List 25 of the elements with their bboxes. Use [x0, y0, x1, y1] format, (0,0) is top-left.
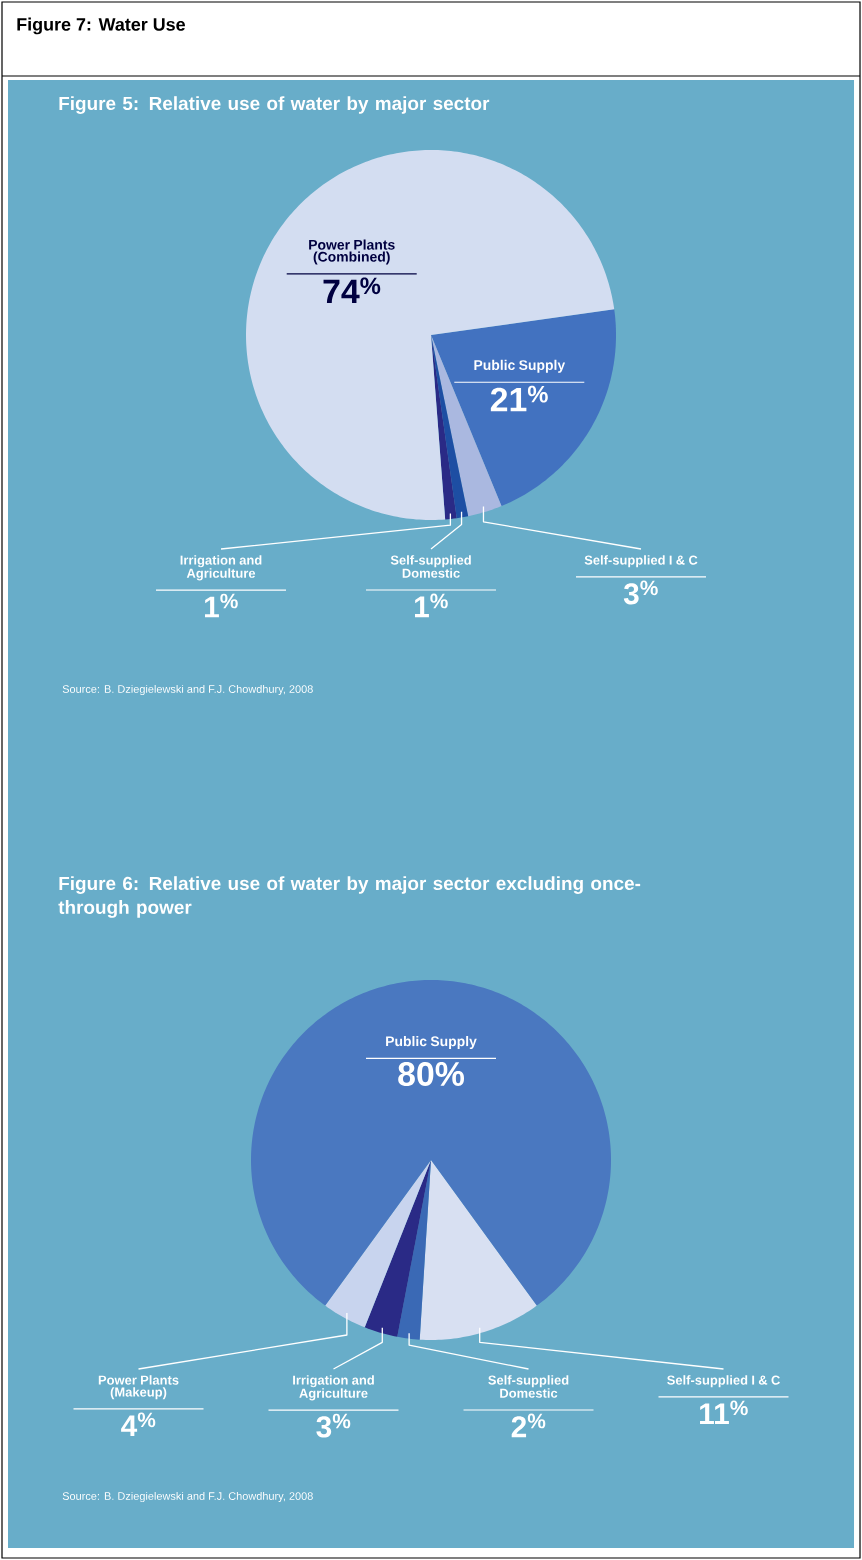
data-label: 11$^{%}$	[700, 1400, 748, 1425]
data-label: 74$^{%}$	[323, 277, 381, 303]
source-note: Source: B. Dziegielewski and F.J. Chowdhury, 2008	[62, 684, 313, 696]
slice-label: Power Plants (Combined)	[309, 239, 395, 265]
slice-label: Irrigation and Agriculture	[293, 1375, 374, 1401]
slice-label: Self-supplied I & C	[584, 555, 698, 568]
data-label: 3$^{%}$	[623, 580, 658, 605]
data-label: 3$^{%}$	[316, 1413, 351, 1438]
slice-label: Power Plants (Makeup)	[98, 1375, 179, 1400]
slice-label: Self-supplied I & C	[667, 1375, 780, 1388]
slice-label: Public Supply	[386, 1035, 477, 1049]
chart-title: Figure 6: Relative use of water by major sector excluding once-through power	[58, 876, 641, 918]
data-label: 1$^{%}$	[205, 593, 238, 618]
caption: Figure 7: Water Use	[17, 17, 185, 35]
data-label: 80%	[398, 1062, 465, 1087]
slice-label: Self-supplied Domestic	[488, 1375, 569, 1398]
slice-label: Public Supply	[474, 359, 566, 373]
slice-label: Self-supplied Domestic	[390, 555, 471, 578]
slice-label: Irrigation and Agriculture	[180, 555, 262, 581]
data-label: 1$^{%}$	[415, 593, 448, 618]
source-note: Source: B. Dziegielewski and F.J. Chowdhury, 2008	[62, 1491, 313, 1503]
chart-title: Figure 5: Relative use of water by major sector	[59, 96, 490, 114]
data-label: 2$^{%}$	[511, 1413, 546, 1438]
data-label: 21$^{%}$	[490, 385, 548, 412]
data-label: 4$^{%}$	[121, 1412, 156, 1437]
